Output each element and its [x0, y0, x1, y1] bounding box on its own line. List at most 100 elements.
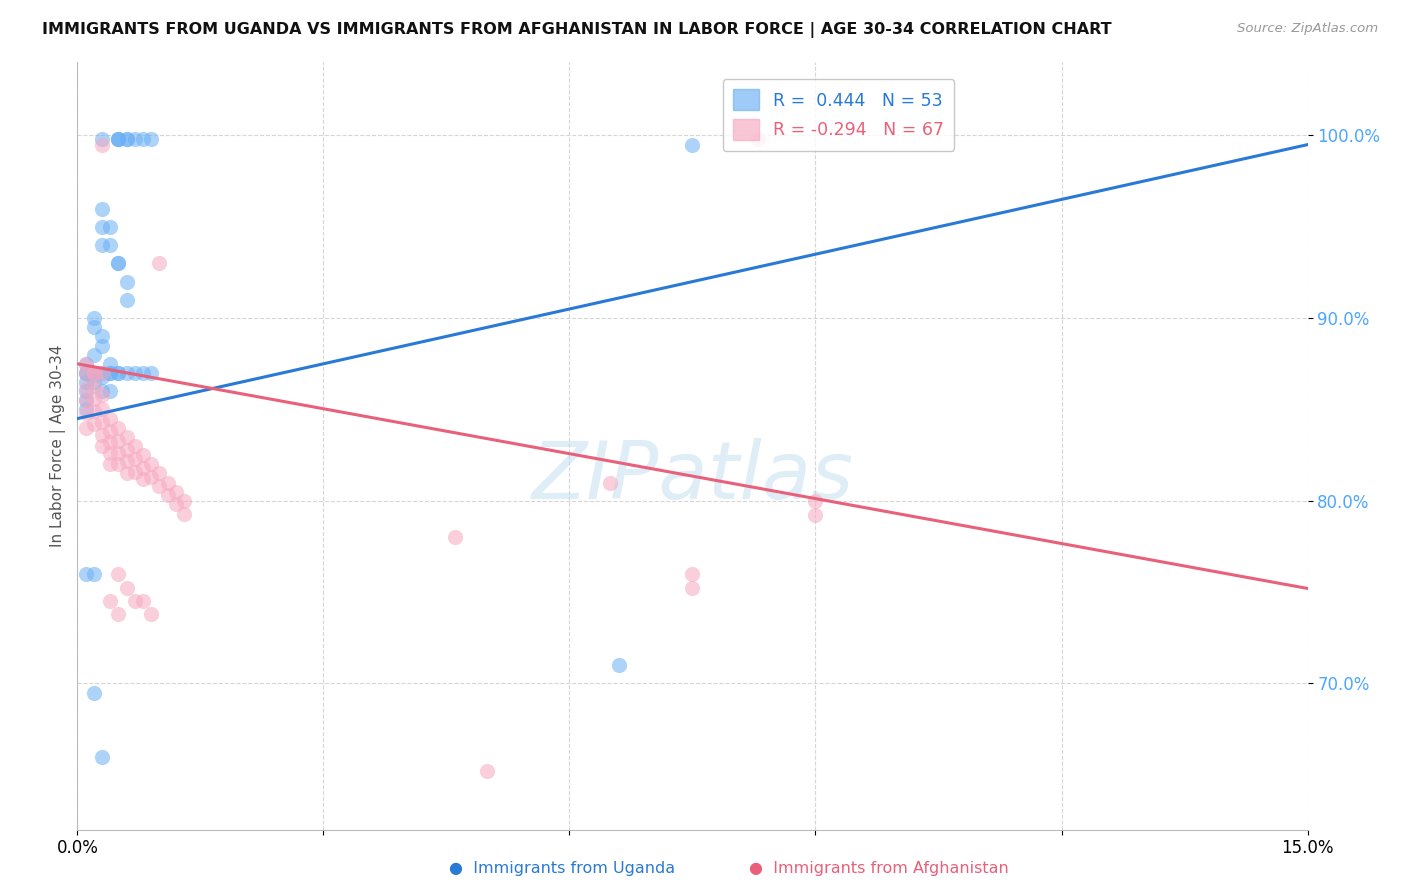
Text: 0.0%: 0.0% [56, 838, 98, 856]
Point [165, 484, 187, 499]
Point [132, 461, 155, 475]
Point [107, 132, 129, 146]
Point [107, 434, 129, 448]
Point [75, 366, 97, 380]
Point [90, 366, 114, 380]
Point [107, 457, 129, 471]
Point [98, 357, 121, 371]
Point [90, 402, 114, 417]
Point [132, 472, 155, 486]
Point [90, 202, 114, 216]
Point [115, 467, 138, 481]
Point [83, 392, 105, 406]
Point [90, 428, 114, 442]
Point [98, 366, 121, 380]
Point [75, 421, 97, 435]
Point [98, 435, 121, 450]
Point [115, 366, 138, 380]
Point [173, 493, 195, 508]
Point [599, 475, 621, 490]
Point [75, 402, 97, 417]
Point [107, 132, 129, 146]
Point [124, 451, 146, 466]
Point [98, 238, 121, 252]
Point [165, 498, 187, 512]
Point [124, 594, 146, 608]
Point [173, 507, 195, 521]
Point [124, 366, 146, 380]
Point [607, 658, 630, 673]
Point [124, 439, 146, 453]
Point [90, 366, 114, 380]
Text: ●  Immigrants from Afghanistan: ● Immigrants from Afghanistan [749, 861, 1008, 876]
Point [75, 393, 97, 408]
Point [148, 467, 170, 481]
Point [115, 430, 138, 444]
Point [83, 366, 105, 380]
Point [156, 475, 179, 490]
Y-axis label: In Labor Force | Age 30-34: In Labor Force | Age 30-34 [51, 344, 66, 548]
Point [98, 446, 121, 460]
Point [115, 132, 138, 146]
Point [107, 256, 129, 270]
Point [115, 275, 138, 289]
Legend: R =  0.444   N = 53, R = -0.294   N = 67: R = 0.444 N = 53, R = -0.294 N = 67 [723, 78, 955, 151]
Point [75, 357, 97, 371]
Point [107, 132, 129, 146]
Point [98, 411, 121, 425]
Point [115, 442, 138, 457]
Point [107, 366, 129, 380]
Point [124, 465, 146, 479]
Point [107, 366, 129, 380]
Point [90, 415, 114, 429]
Point [141, 366, 163, 380]
Point [75, 406, 97, 420]
Point [83, 685, 105, 699]
Point [90, 338, 114, 352]
Point [90, 749, 114, 764]
Point [156, 488, 179, 502]
Point [98, 594, 121, 608]
Point [75, 375, 97, 389]
Point [90, 238, 114, 252]
Point [148, 256, 170, 270]
Point [83, 566, 105, 581]
Point [124, 132, 146, 146]
Point [83, 320, 105, 334]
Point [83, 366, 105, 380]
Point [141, 470, 163, 484]
Point [75, 384, 97, 399]
Point [132, 594, 155, 608]
Point [83, 404, 105, 418]
Point [98, 384, 121, 399]
Point [83, 311, 105, 326]
Point [75, 566, 97, 581]
Point [141, 607, 163, 621]
Point [90, 388, 114, 402]
Point [115, 293, 138, 307]
Point [682, 137, 704, 152]
Point [148, 479, 170, 493]
Point [75, 366, 97, 380]
Point [141, 457, 163, 471]
Point [682, 582, 704, 596]
Point [98, 366, 121, 380]
Point [83, 375, 105, 389]
Text: ZIPatlas: ZIPatlas [531, 438, 853, 516]
Point [90, 137, 114, 152]
Point [141, 132, 163, 146]
Point [107, 446, 129, 460]
Point [83, 348, 105, 362]
Point [107, 566, 129, 581]
Point [75, 393, 97, 408]
Point [75, 366, 97, 380]
Text: 15.0%: 15.0% [1281, 838, 1334, 856]
Point [90, 329, 114, 343]
Point [107, 256, 129, 270]
Point [90, 384, 114, 399]
Text: IMMIGRANTS FROM UGANDA VS IMMIGRANTS FROM AFGHANISTAN IN LABOR FORCE | AGE 30-34: IMMIGRANTS FROM UGANDA VS IMMIGRANTS FRO… [42, 22, 1112, 38]
Point [90, 439, 114, 453]
Point [443, 530, 465, 544]
Point [98, 425, 121, 439]
Point [132, 366, 155, 380]
